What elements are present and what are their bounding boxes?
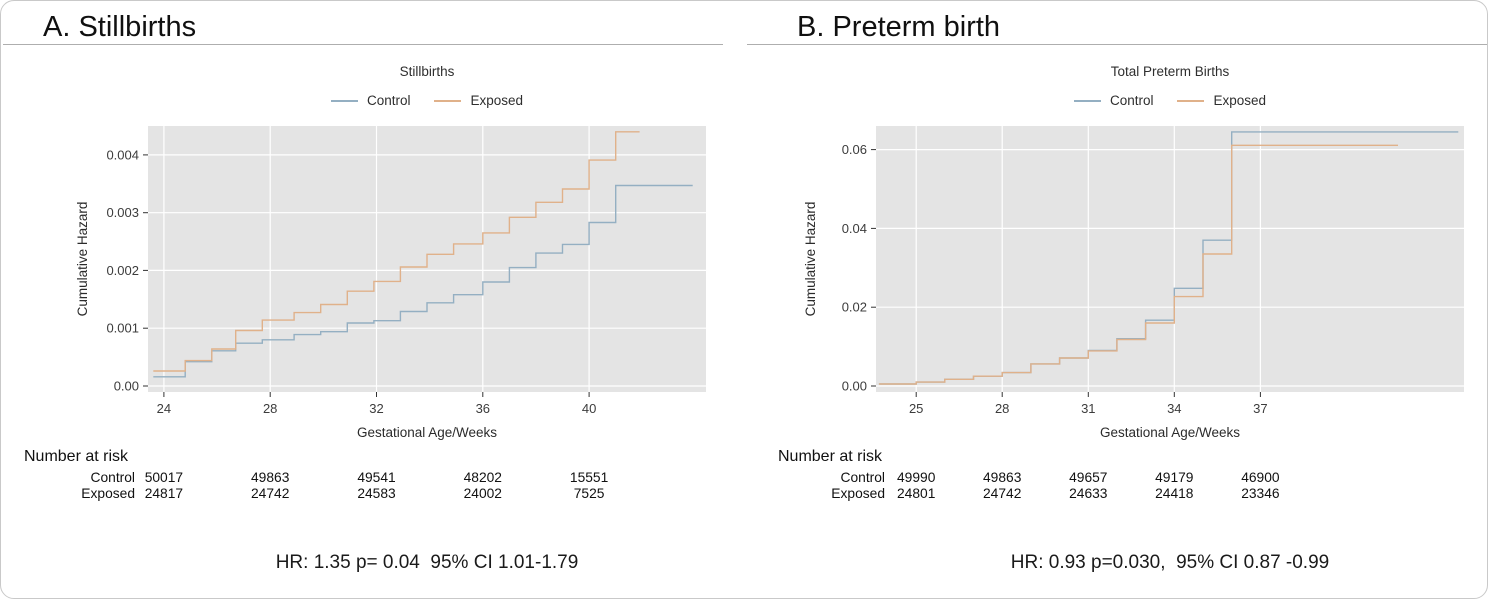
chart-title: Stillbirths	[399, 64, 455, 79]
section-title-a: A. Stillbirths	[43, 11, 197, 43]
legend-label-exposed: Exposed	[470, 93, 524, 108]
risk-count: 49863	[251, 470, 290, 485]
risk-row: Control 49990 49863 49657 49179 46900	[745, 470, 1487, 486]
legend-item-exposed: Exposed	[1177, 93, 1266, 108]
svg-text:Cumulative Hazard: Cumulative Hazard	[803, 202, 818, 317]
risk-count: 49657	[1069, 470, 1108, 485]
legend-label-exposed: Exposed	[1213, 93, 1267, 108]
svg-text:0.002: 0.002	[106, 263, 139, 278]
risk-count: 48202	[463, 470, 502, 485]
svg-text:28: 28	[263, 401, 277, 416]
legend-line-control-icon	[1073, 99, 1101, 102]
svg-text:0.003: 0.003	[106, 205, 139, 220]
risk-count: 46900	[1241, 470, 1280, 485]
legend-line-exposed-icon	[1177, 99, 1205, 102]
svg-text:Cumulative Hazard: Cumulative Hazard	[75, 202, 90, 317]
risk-row-label: Control	[90, 470, 135, 485]
svg-text:Gestational Age/Weeks: Gestational Age/Weeks	[357, 425, 497, 440]
svg-text:34: 34	[1167, 401, 1181, 416]
svg-text:Gestational Age/Weeks: Gestational Age/Weeks	[1100, 425, 1240, 440]
risk-row: Exposed 24817 24742 24583 24002 7525	[1, 486, 745, 502]
risk-rows: Control 49990 49863 49657 49179 46900 Exposed 2…	[745, 470, 1487, 502]
risk-row: Exposed 24801 24742 24633 24418 23346	[745, 486, 1487, 502]
legend-item-control: Control	[1073, 93, 1154, 108]
section-header-b: B. Preterm birth	[747, 1, 1487, 45]
risk-count: 24817	[144, 486, 184, 501]
risk-count: 24583	[357, 486, 396, 501]
risk-count: 50017	[144, 470, 184, 485]
panel-a: A. Stillbirths Stillbirths Control Expos…	[1, 1, 745, 598]
hr-text: HR: 1.35 p= 0.04 95% CI 1.01-1.79	[275, 552, 579, 573]
risk-count: 49990	[897, 470, 936, 485]
risk-row-label: Exposed	[81, 486, 135, 501]
chart-title: Total Preterm Births	[1110, 64, 1230, 79]
legend-label-control: Control	[1109, 93, 1154, 108]
svg-text:0.04: 0.04	[842, 221, 867, 236]
risk-count: 49863	[983, 470, 1022, 485]
section-title-b: B. Preterm birth	[797, 11, 1001, 43]
svg-text:31: 31	[1081, 401, 1095, 416]
risk-count: 24742	[251, 486, 290, 501]
risk-count: 49541	[357, 470, 396, 485]
svg-text:25: 25	[909, 401, 923, 416]
legend: Control Exposed	[920, 93, 1420, 108]
risk-count: 7525	[573, 486, 605, 501]
svg-text:32: 32	[369, 401, 383, 416]
risk-title: Number at risk	[778, 448, 883, 465]
svg-text:36: 36	[476, 401, 490, 416]
risk-count: 15551	[569, 470, 609, 485]
risk-row-label: Exposed	[831, 486, 885, 501]
risk-count: 24801	[897, 486, 936, 501]
risk-count: 49179	[1155, 470, 1194, 485]
preterm-plot: 25 28 31 34 37 0.00 0.02 0.04 0.06 Gestational Ag…	[803, 126, 1464, 440]
svg-text:0.00: 0.00	[114, 379, 139, 394]
risk-count: 24742	[983, 486, 1022, 501]
risk-count: 24418	[1155, 486, 1194, 501]
stillbirths-plot: 24 28 32 36 40 0.00 0.001 0.002 0.003 0.004 Gestat…	[75, 126, 706, 440]
risk-count: 23346	[1241, 486, 1280, 501]
section-header-a: A. Stillbirths	[3, 1, 723, 45]
legend: Control Exposed	[177, 93, 677, 108]
hr-text: HR: 0.93 p=0.030, 95% CI 0.87 -0.99	[1010, 552, 1330, 573]
svg-text:28: 28	[995, 401, 1009, 416]
legend-line-exposed-icon	[434, 99, 462, 102]
svg-text:0.00: 0.00	[842, 379, 867, 394]
svg-text:24: 24	[157, 401, 171, 416]
legend-line-control-icon	[330, 99, 358, 102]
svg-text:0.001: 0.001	[106, 321, 139, 336]
legend-item-control: Control	[330, 93, 411, 108]
risk-count: 24002	[463, 486, 502, 501]
svg-text:0.02: 0.02	[842, 300, 867, 315]
legend-item-exposed: Exposed	[434, 93, 523, 108]
risk-row-label: Control	[840, 470, 885, 485]
legend-label-control: Control	[366, 93, 411, 108]
svg-text:40: 40	[582, 401, 596, 416]
svg-text:0.004: 0.004	[106, 147, 139, 162]
risk-rows: Control 50017 49863 49541 48202 15551 Exposed 2…	[1, 470, 745, 502]
svg-text:37: 37	[1253, 401, 1267, 416]
risk-row: Control 50017 49863 49541 48202 15551	[1, 470, 745, 486]
risk-count: 24633	[1069, 486, 1108, 501]
svg-text:0.06: 0.06	[842, 142, 867, 157]
panel-b: B. Preterm birth Total Preterm Births Co…	[745, 1, 1487, 598]
risk-title: Number at risk	[24, 448, 129, 465]
